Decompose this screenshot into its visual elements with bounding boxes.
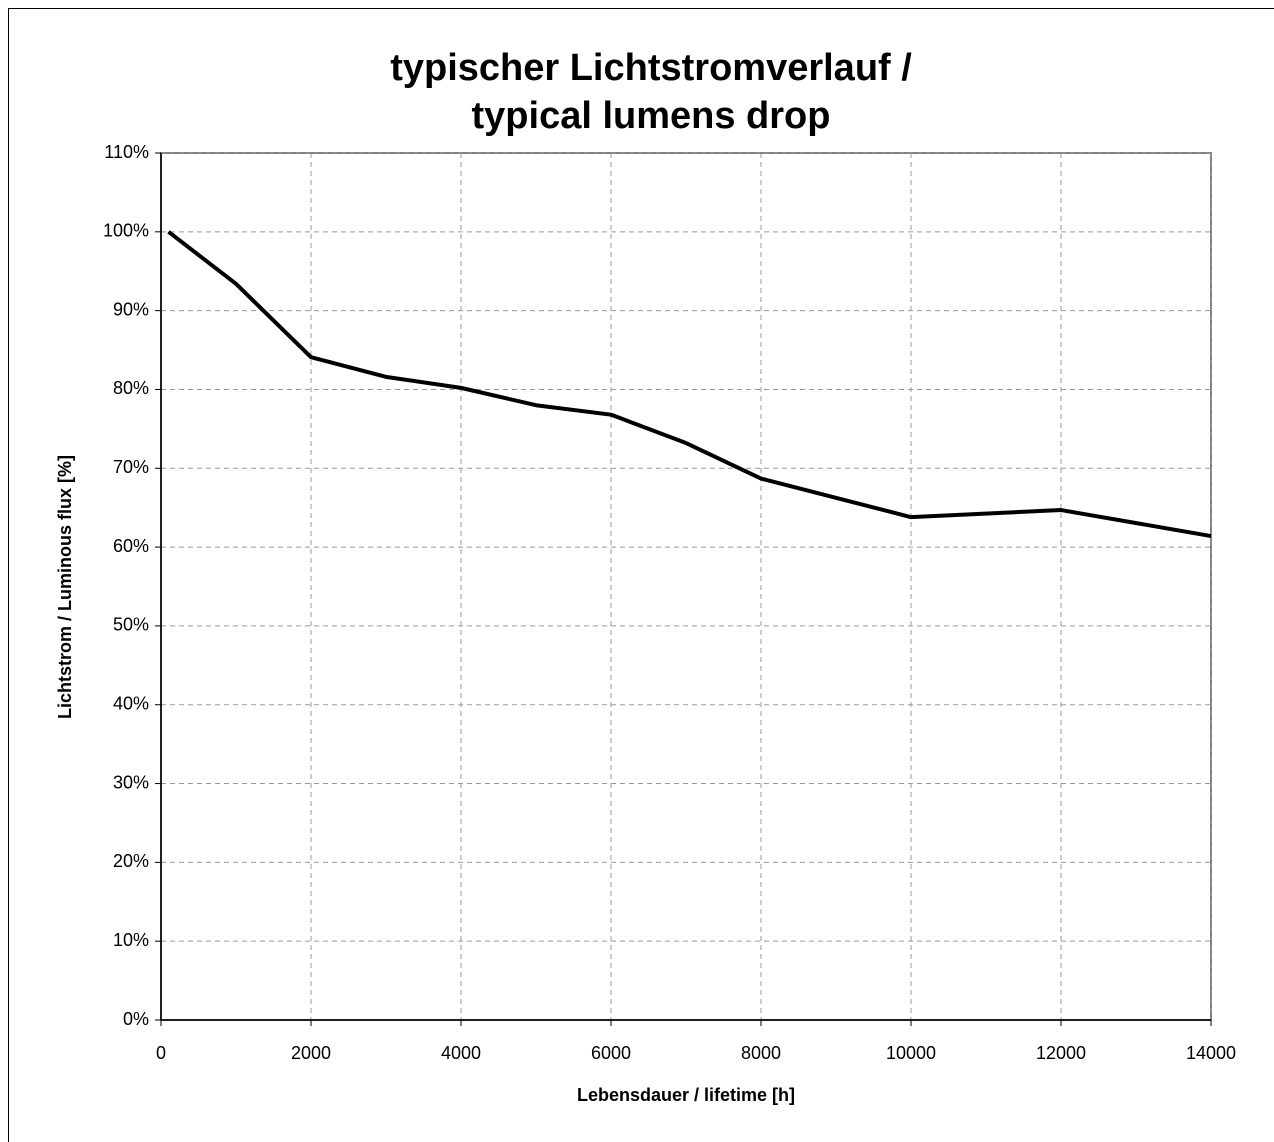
x-tick-label: 8000 — [741, 1043, 781, 1063]
x-tick-label: 14000 — [1186, 1043, 1236, 1063]
plot-area — [160, 152, 1212, 1021]
y-tick-label: 40% — [113, 693, 149, 713]
chart-title: typischer Lichtstromverlauf / — [390, 47, 912, 89]
y-tick-label: 80% — [113, 378, 149, 398]
y-tick-label: 30% — [113, 772, 149, 792]
data-line — [167, 230, 1212, 539]
x-tick-label: 12000 — [1036, 1043, 1086, 1063]
y-tick-label: 110% — [104, 142, 149, 162]
y-tick-label: 100% — [103, 221, 149, 241]
y-tick-label: 90% — [113, 299, 149, 319]
x-axis-label: Lebensdauer / lifetime [h] — [577, 1085, 795, 1105]
y-tick-label: 60% — [113, 536, 149, 556]
y-tick-label: 70% — [113, 457, 149, 477]
chart-title: typical lumens drop — [472, 95, 831, 137]
y-tick-label: 0% — [123, 1009, 149, 1029]
y-tick-label: 50% — [113, 615, 149, 635]
x-tick-label: 10000 — [886, 1043, 936, 1063]
x-tick-label: 0 — [156, 1043, 166, 1063]
x-tick-label: 6000 — [591, 1043, 631, 1063]
y-axis-label: Lichtstrom / Luminous flux [%] — [55, 455, 75, 719]
x-tick-label: 4000 — [441, 1043, 481, 1063]
y-tick-label: 10% — [113, 930, 149, 950]
y-tick-label: 20% — [113, 851, 149, 871]
x-tick-label: 2000 — [291, 1043, 331, 1063]
